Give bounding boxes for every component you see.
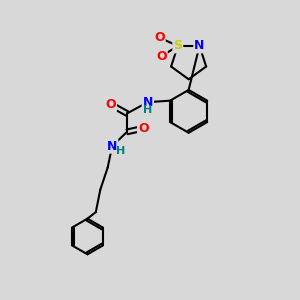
Text: S: S [173, 39, 182, 52]
Text: O: O [138, 122, 149, 135]
Text: O: O [154, 31, 165, 44]
Text: H: H [116, 146, 125, 157]
Text: N: N [107, 140, 117, 153]
Text: O: O [105, 98, 116, 111]
Text: O: O [156, 50, 167, 63]
Text: N: N [194, 39, 205, 52]
Text: H: H [143, 105, 152, 115]
Text: N: N [142, 96, 153, 109]
